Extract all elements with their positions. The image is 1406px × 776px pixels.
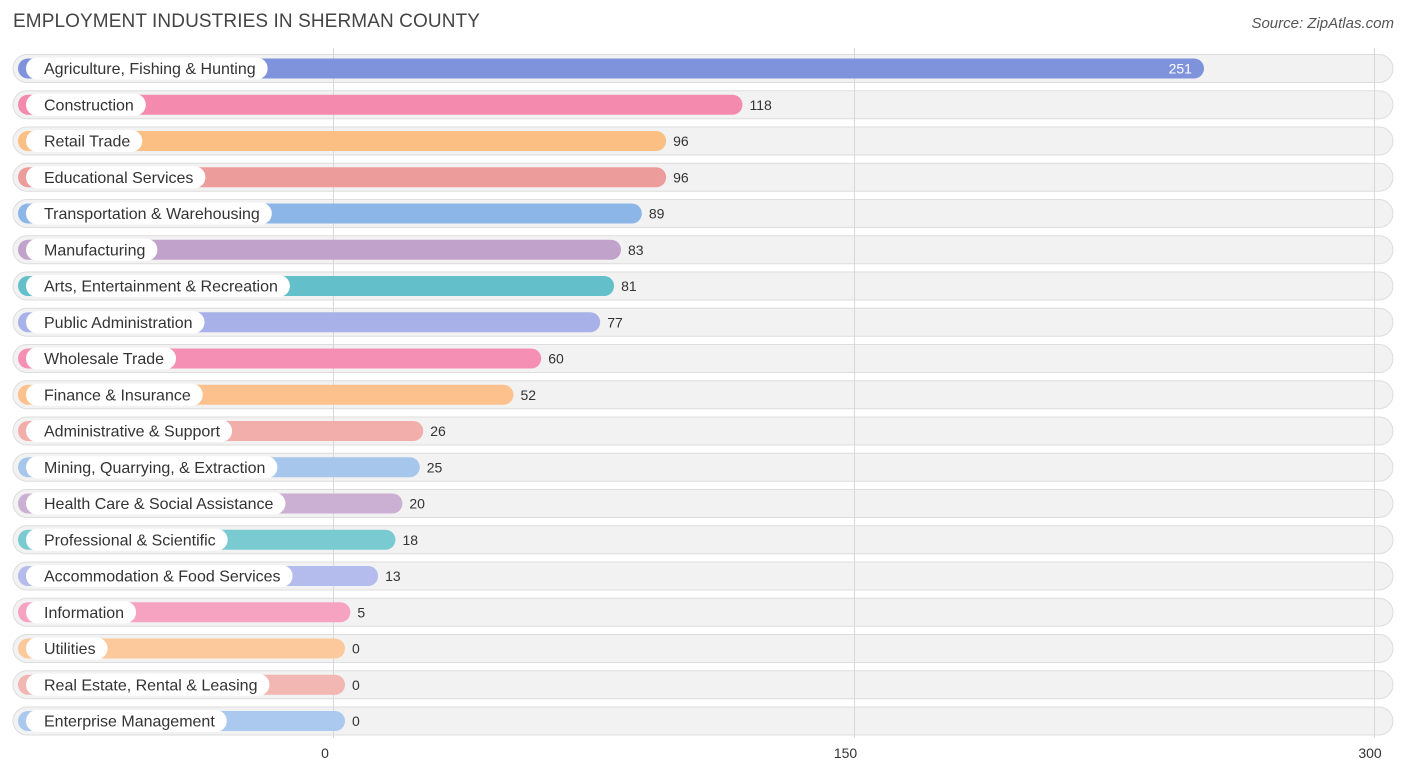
category-label: Public Administration (44, 315, 193, 332)
category-label-pill (26, 528, 228, 551)
category-label: Enterprise Management (44, 714, 215, 731)
bar-row: Real Estate, Rental & Leasing 0 (18, 673, 360, 696)
bar-row: Construction 118 (18, 93, 772, 116)
bar-row: Utilities 0 (18, 637, 360, 660)
row-background (12, 634, 1394, 663)
category-label: Health Care & Social Assistance (44, 496, 274, 513)
category-label: Educational Services (44, 170, 193, 187)
tick-label: 300 (1358, 745, 1382, 761)
bar-row: Accommodation & Food Services 13 (18, 565, 401, 587)
category-label-pill (26, 93, 146, 116)
category-label: Administrative & Support (44, 424, 221, 441)
bar-row: Arts, Entertainment & Recreation 81 (18, 275, 637, 297)
category-label-pill (26, 637, 108, 660)
value-label: 20 (409, 496, 425, 512)
category-label-pill (26, 275, 290, 297)
value-label: 77 (607, 314, 623, 330)
category-label-pill (26, 710, 227, 732)
bars: Agriculture, Fishing & Hunting 251 Constru… (18, 57, 1204, 732)
category-label: Mining, Quarrying, & Extraction (44, 460, 265, 477)
category-label: Wholesale Trade (44, 351, 164, 368)
category-label-pill (26, 492, 286, 515)
category-label: Professional & Scientific (44, 532, 216, 549)
tick-label: 0 (321, 745, 329, 761)
x-axis-ticks: 0 150 300 (321, 745, 1382, 761)
value-label: 0 (352, 641, 360, 657)
category-label-pill (26, 565, 293, 587)
category-label-pill (26, 57, 268, 80)
value-label: 5 (357, 604, 365, 620)
bar-row: Health Care & Social Assistance 20 (18, 492, 425, 515)
row-background (12, 670, 1394, 700)
category-label-pill (26, 456, 278, 479)
bar-row: Enterprise Management 0 (18, 710, 360, 732)
category-label: Agriculture, Fishing & Hunting (44, 61, 256, 78)
category-label-pill (26, 673, 270, 696)
category-label: Construction (44, 97, 134, 114)
value-label: 89 (649, 206, 665, 222)
bar (18, 58, 1204, 79)
bar (18, 131, 667, 151)
category-label: Transportation & Warehousing (44, 206, 260, 223)
bar-row: Wholesale Trade 60 (18, 347, 564, 370)
value-label: 18 (402, 532, 418, 548)
category-label-pill (26, 311, 205, 334)
value-label: 0 (352, 713, 360, 729)
bar-row: Finance & Insurance 52 (18, 383, 536, 406)
bar (18, 239, 622, 260)
value-label: 25 (427, 459, 443, 475)
category-label-pill (26, 601, 137, 624)
bar-row: Educational Services 96 (18, 166, 689, 189)
bar-row: Transportation & Warehousing 89 (18, 202, 665, 225)
category-label: Finance & Insurance (44, 387, 191, 404)
bar-row: Administrative & Support 26 (18, 420, 446, 442)
value-label: 52 (520, 387, 536, 403)
category-label: Real Estate, Rental & Leasing (44, 677, 257, 694)
category-label-pill (26, 130, 143, 152)
value-label: 96 (673, 169, 689, 185)
category-label-pill (26, 383, 203, 406)
bar-row: Information 5 (18, 601, 365, 624)
value-label: 118 (749, 97, 772, 113)
category-label: Utilities (44, 641, 96, 658)
category-label-pill (26, 347, 177, 370)
value-label: 13 (385, 568, 401, 584)
category-label: Information (44, 605, 124, 622)
value-label: 81 (621, 278, 637, 294)
value-label: 251 (1169, 61, 1193, 77)
bar-row: Public Administration 77 (18, 311, 623, 334)
category-label: Manufacturing (44, 242, 145, 259)
tick-label: 150 (834, 745, 858, 761)
category-label: Accommodation & Food Services (44, 569, 281, 586)
category-label-pill (26, 202, 272, 225)
row-background (12, 597, 1394, 627)
category-label: Arts, Entertainment & Recreation (44, 279, 278, 296)
category-label-pill (26, 238, 158, 261)
value-label: 83 (628, 242, 644, 258)
bar (18, 94, 743, 115)
category-label: Retail Trade (44, 134, 130, 151)
bar-row: Agriculture, Fishing & Hunting 251 (18, 57, 1204, 80)
bar-row: Retail Trade 96 (18, 130, 689, 152)
bar-row: Professional & Scientific 18 (18, 528, 418, 551)
chart-source: Source: ZipAtlas.com (1251, 15, 1394, 32)
category-label-pill (26, 166, 206, 189)
value-label: 26 (430, 423, 446, 439)
value-label: 0 (352, 677, 360, 693)
chart-title: EMPLOYMENT INDUSTRIES IN SHERMAN COUNTY (13, 11, 480, 32)
bar-row: Mining, Quarrying, & Extraction 25 (18, 456, 443, 479)
category-label-pill (26, 420, 233, 442)
value-label: 96 (673, 133, 689, 149)
bar-row: Manufacturing 83 (18, 238, 644, 261)
value-label: 60 (548, 351, 564, 367)
row-background (12, 706, 1394, 736)
